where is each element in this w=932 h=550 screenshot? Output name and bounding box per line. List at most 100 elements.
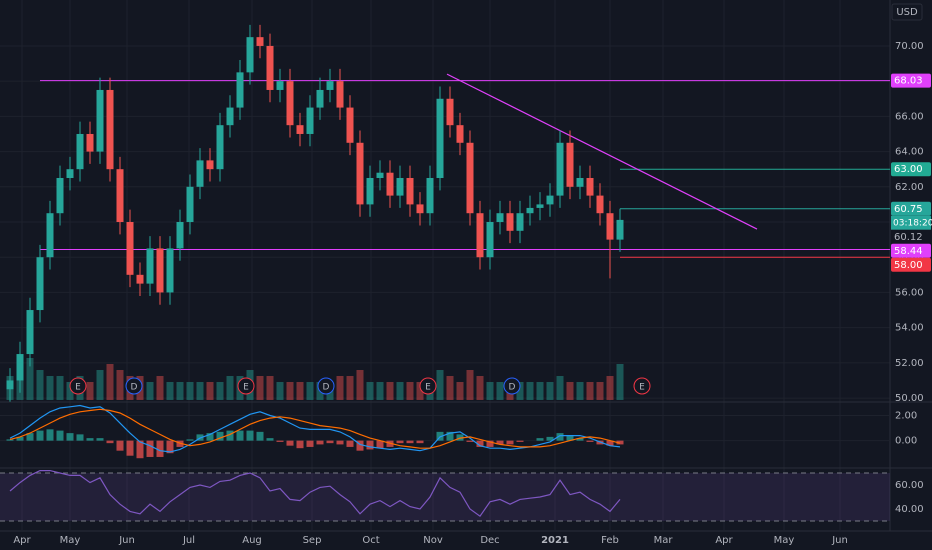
- candle-body: [176, 222, 184, 249]
- macd-histogram-bar: [346, 440, 354, 447]
- price-label: 68.03: [894, 76, 923, 87]
- volume-bar: [106, 364, 114, 400]
- macd-histogram-bar: [496, 440, 504, 445]
- macd-histogram-bar: [436, 431, 444, 441]
- macd-histogram-bar: [296, 440, 304, 449]
- macd-histogram-bar: [226, 430, 234, 441]
- y-tick-label: 66.00: [895, 111, 924, 122]
- candle-body: [416, 204, 424, 214]
- event-marker: [419, 377, 437, 395]
- candle-body: [216, 125, 224, 170]
- candle-body: [426, 177, 434, 214]
- candle-body: [256, 37, 264, 46]
- macd-histogram-bar: [36, 430, 44, 441]
- price-label-bg: [891, 201, 931, 216]
- candle-body: [76, 133, 84, 170]
- price-label: 58.44: [894, 246, 923, 257]
- event-marker: [317, 377, 335, 395]
- candle-body: [86, 133, 94, 152]
- volume-bar: [256, 376, 264, 400]
- macd-histogram-bar: [576, 438, 584, 441]
- macd-line: [9, 404, 621, 453]
- macd-histogram-bar: [326, 440, 334, 444]
- candle-body: [586, 177, 594, 196]
- macd-histogram-bar: [66, 433, 74, 441]
- candle-body: [116, 169, 124, 223]
- volume-bar: [156, 376, 164, 400]
- candle-body: [366, 177, 374, 205]
- x-tick-label: Mar: [654, 535, 674, 546]
- rsi-line: [9, 470, 621, 518]
- volume-bar: [596, 382, 604, 400]
- price-label-bg: [891, 162, 931, 177]
- volume-bar: [406, 382, 414, 400]
- candle-body: [326, 81, 334, 90]
- candle-body: [266, 45, 274, 90]
- event-label: E: [639, 383, 645, 393]
- volume-bar: [586, 382, 594, 400]
- macd-histogram-bar: [136, 440, 144, 459]
- candle-body: [506, 213, 514, 231]
- candle-body: [276, 81, 284, 90]
- candle-body: [446, 98, 454, 126]
- macd-histogram-bar: [126, 440, 134, 456]
- volume-bar: [566, 382, 574, 400]
- volume-bar: [346, 376, 354, 400]
- candle-body: [476, 213, 484, 258]
- volume-bar: [386, 382, 394, 400]
- currency-box[interactable]: [891, 3, 923, 21]
- x-tick-label: Feb: [601, 535, 619, 546]
- last-price-bg: [891, 229, 931, 244]
- macd-histogram-bar: [316, 440, 324, 445]
- volume-bar: [166, 382, 174, 400]
- candle-body: [26, 310, 34, 355]
- candle-body: [466, 142, 474, 214]
- volume-bar: [66, 382, 74, 400]
- x-tick-label: Oct: [362, 535, 379, 546]
- price-label: 58.00: [894, 260, 923, 271]
- rsi-tick-label: 60.00: [895, 480, 924, 491]
- volume-bar: [276, 382, 284, 400]
- candle-body: [576, 177, 584, 187]
- macd-histogram-bar: [56, 430, 64, 441]
- candle-body: [46, 213, 54, 258]
- x-tick-label: Sep: [303, 535, 322, 546]
- y-tick-label: 56.00: [895, 287, 924, 298]
- event-label: E: [75, 383, 81, 393]
- macd-histogram-bar: [396, 440, 404, 444]
- candle-body: [16, 354, 24, 381]
- x-tick-label: Apr: [13, 535, 31, 546]
- candle-body: [396, 177, 404, 196]
- price-label-bg: [891, 73, 931, 88]
- x-tick-label: Aug: [242, 535, 262, 546]
- candle-body: [356, 142, 364, 205]
- last-price: 60.12: [894, 232, 923, 243]
- event-label: D: [509, 383, 516, 393]
- candle-body: [56, 177, 64, 214]
- y-tick-label: 54.00: [895, 323, 924, 334]
- volume-bar: [196, 382, 204, 400]
- volume-bar: [206, 382, 214, 400]
- candle-body: [186, 186, 194, 223]
- macd-histogram-bar: [466, 440, 474, 442]
- candle-body: [336, 81, 344, 108]
- candle-body: [96, 89, 104, 152]
- volume-bar: [416, 382, 424, 400]
- macd-histogram-bar: [256, 431, 264, 441]
- trendline: [446, 73, 758, 230]
- candle-body: [126, 222, 134, 275]
- volume-bar: [146, 382, 154, 400]
- price-label: 63.00: [894, 164, 923, 175]
- volume-bar: [356, 370, 364, 400]
- volume-bar: [376, 382, 384, 400]
- volume-bar: [336, 376, 344, 400]
- volume-bar: [396, 382, 404, 400]
- macd-histogram-bar: [486, 440, 494, 447]
- candle-body: [66, 169, 74, 178]
- macd-histogram-bar: [476, 440, 484, 447]
- macd-histogram-bar: [116, 440, 124, 451]
- macd-histogram-bar: [206, 433, 214, 441]
- candle-body: [136, 274, 144, 284]
